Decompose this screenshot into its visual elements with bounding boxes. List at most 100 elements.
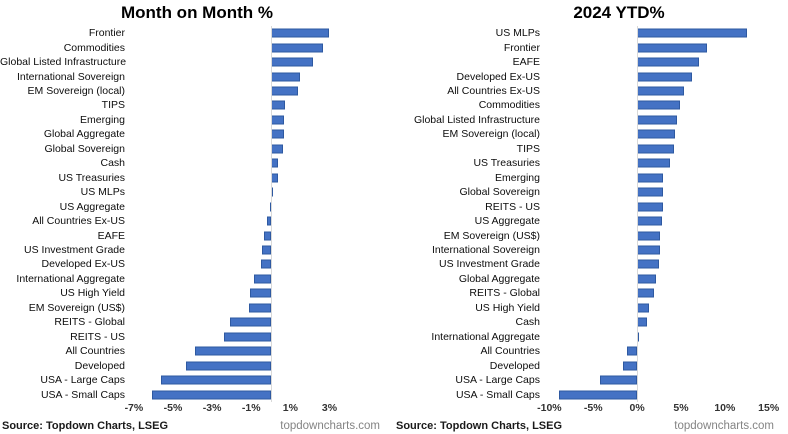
bar bbox=[229, 317, 271, 327]
bar-row: All Countries Ex-US bbox=[0, 214, 394, 228]
bar bbox=[262, 245, 271, 255]
category-label: International Aggregate bbox=[431, 330, 540, 343]
category-label: US Aggregate bbox=[474, 215, 540, 228]
category-label: International Aggregate bbox=[16, 272, 125, 285]
category-label: All Countries Ex-US bbox=[32, 215, 125, 228]
category-label: All Countries Ex-US bbox=[447, 85, 540, 98]
bar-row: Developed bbox=[0, 358, 394, 372]
bar bbox=[637, 259, 660, 269]
category-label: US Aggregate bbox=[59, 200, 125, 213]
category-label: EM Sovereign (US$) bbox=[28, 301, 125, 314]
bar bbox=[637, 274, 657, 284]
bar-track bbox=[130, 286, 394, 300]
bar-track bbox=[130, 272, 394, 286]
bar-row: USA - Large Caps bbox=[0, 373, 394, 387]
category-label: Emerging bbox=[80, 113, 125, 126]
bar-track bbox=[130, 40, 394, 54]
bar-row: EM Sovereign (local) bbox=[394, 127, 788, 141]
category-label: All Countries bbox=[480, 345, 540, 358]
bar-row: USA - Large Caps bbox=[394, 373, 788, 387]
bar-row: USA - Small Caps bbox=[394, 387, 788, 401]
bar bbox=[270, 173, 278, 183]
bar-track bbox=[130, 98, 394, 112]
bar-track bbox=[130, 199, 394, 213]
x-tick-label: -1% bbox=[241, 402, 261, 414]
bar-track bbox=[545, 373, 788, 387]
bar-track bbox=[130, 55, 394, 69]
bar bbox=[161, 375, 271, 385]
source-row: Source: Topdown Charts, LSEG topdownchar… bbox=[2, 418, 380, 433]
category-label: EM Sovereign (US$) bbox=[443, 229, 540, 242]
bar bbox=[626, 346, 638, 356]
bar bbox=[600, 375, 638, 385]
category-label: USA - Large Caps bbox=[455, 374, 540, 387]
category-label: TIPS bbox=[516, 142, 540, 155]
category-label: Cash bbox=[100, 157, 125, 170]
bar bbox=[637, 288, 654, 298]
bar-track bbox=[130, 315, 394, 329]
bar-track bbox=[545, 55, 788, 69]
bar-track bbox=[130, 373, 394, 387]
chart-panel-month-on-month: Month on Month % Frontier Commodities Glob… bbox=[0, 3, 394, 433]
x-tick-label: 10% bbox=[714, 402, 736, 414]
bar bbox=[254, 274, 271, 284]
source-credit: Source: Topdown Charts, LSEG bbox=[396, 419, 563, 432]
bar bbox=[637, 173, 664, 183]
category-label: REITS - US bbox=[485, 200, 540, 213]
bar-track bbox=[130, 301, 394, 315]
bar-row: REITS - US bbox=[394, 199, 788, 213]
bar-track bbox=[545, 243, 788, 257]
bar-row: US Treasuries bbox=[394, 156, 788, 170]
category-label: Developed Ex-US bbox=[456, 70, 540, 83]
bar-row: Global Listed Infrastructure bbox=[394, 113, 788, 127]
bar bbox=[637, 216, 662, 226]
bar bbox=[270, 115, 285, 125]
bar bbox=[637, 158, 671, 168]
bar-track bbox=[545, 199, 788, 213]
bar-track bbox=[130, 214, 394, 228]
bar-row: US Aggregate bbox=[394, 214, 788, 228]
bar-row: US High Yield bbox=[394, 301, 788, 315]
bar-track bbox=[545, 272, 788, 286]
watermark: topdowncharts.com bbox=[280, 419, 380, 432]
x-tick-label: 1% bbox=[282, 402, 298, 414]
x-tick-label: 15% bbox=[758, 402, 780, 414]
bar bbox=[270, 100, 285, 110]
x-axis: -7% -5% -3% -1% 1% 3% bbox=[125, 402, 394, 417]
zero-axis-line bbox=[637, 26, 639, 402]
bar-row: Global Sovereign bbox=[394, 185, 788, 199]
bar-track bbox=[545, 315, 788, 329]
bar bbox=[270, 43, 323, 53]
bar bbox=[637, 303, 649, 313]
bar-row: REITS - Global bbox=[0, 315, 394, 329]
bar bbox=[637, 86, 685, 96]
chart-title: Month on Month % bbox=[120, 3, 273, 22]
category-label: US Investment Grade bbox=[24, 244, 125, 257]
bar bbox=[637, 129, 676, 139]
category-label: Developed bbox=[489, 359, 540, 372]
bar-row: Commodities bbox=[394, 98, 788, 112]
bar-track bbox=[545, 84, 788, 98]
category-label: Commodities bbox=[63, 41, 125, 54]
bar bbox=[270, 144, 283, 154]
bar-track bbox=[545, 330, 788, 344]
bar-row: US MLPs bbox=[0, 185, 394, 199]
bar-track bbox=[130, 171, 394, 185]
bar bbox=[637, 317, 647, 327]
bar bbox=[637, 72, 693, 82]
bar-track bbox=[130, 387, 394, 401]
bar bbox=[270, 57, 313, 67]
zero-axis-line bbox=[270, 26, 272, 402]
plot-rows: Frontier Commodities Global Listed Infrast… bbox=[0, 26, 394, 402]
category-label: US Treasuries bbox=[473, 157, 540, 170]
bar-row: TIPS bbox=[394, 142, 788, 156]
bar bbox=[270, 28, 330, 38]
bar-row: US Aggregate bbox=[0, 199, 394, 213]
bar-track bbox=[545, 69, 788, 83]
category-label: US Investment Grade bbox=[439, 258, 540, 271]
bar-row: International Sovereign bbox=[394, 243, 788, 257]
bar-row: REITS - Global bbox=[394, 286, 788, 300]
bar bbox=[559, 390, 638, 400]
bar-row: REITS - US bbox=[0, 330, 394, 344]
